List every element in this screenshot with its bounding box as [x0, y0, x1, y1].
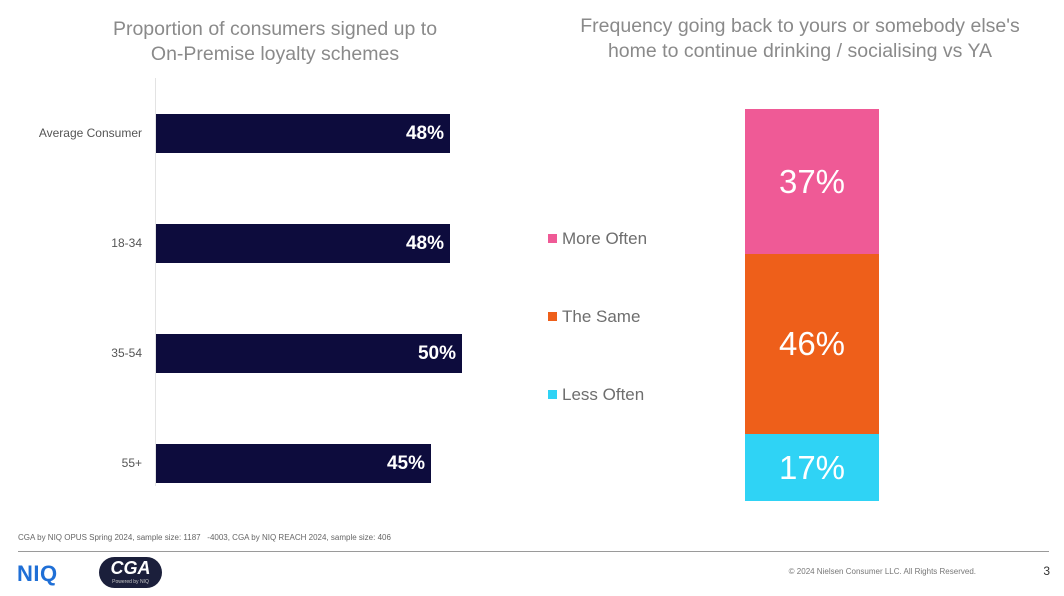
bar-category-label: 35-54	[111, 346, 142, 360]
cga-logo-tagline: Powered by NIQ	[112, 579, 149, 585]
bar-value-label: 48%	[405, 233, 444, 254]
segment-value-label: 46%	[778, 325, 846, 362]
stacked-segment: 46%	[745, 254, 879, 434]
cga-logo-text: CGA	[110, 558, 151, 578]
footer-divider	[18, 551, 1049, 552]
bar-value-label: 48%	[405, 123, 444, 144]
stacked-segment: 37%	[745, 109, 879, 254]
bar-category-label: 18-34	[111, 236, 142, 250]
bar-value-label: 50%	[417, 343, 456, 364]
copyright-notice: © 2024 Nielsen Consumer LLC. All Rights …	[788, 567, 976, 576]
legend-swatch	[548, 390, 557, 399]
niq-logo: NIQ	[17, 561, 58, 586]
legend-swatch	[548, 312, 557, 321]
legend-label: More Often	[562, 229, 648, 248]
bar: 45%	[156, 444, 431, 483]
cga-logo: CGA Powered by NIQ	[99, 557, 162, 588]
bar: 48%	[156, 224, 450, 263]
segment-value-label: 17%	[778, 448, 846, 486]
frequency-chart-title-line-2: home to continue drinking / socialising …	[607, 40, 993, 62]
source-footnote: CGA by NIQ OPUS Spring 2024, sample size…	[18, 533, 391, 542]
legend-swatch	[548, 234, 557, 243]
legend-label: Less Often	[562, 385, 645, 404]
segment-value-label: 37%	[778, 162, 846, 200]
bar-value-label: 45%	[386, 453, 425, 474]
bar-category-label: 55+	[121, 456, 142, 470]
legend-item: Less Often	[548, 385, 644, 405]
legend-item: The Same	[548, 307, 640, 327]
loyalty-chart-title: Proportion of consumers signed up to On-P…	[80, 17, 470, 67]
frequency-chart-title-line-1: Frequency going back to yours or somebod…	[580, 15, 1020, 37]
frequency-chart-title: Frequency going back to yours or somebod…	[540, 14, 1060, 64]
bar-chart-axis-line	[155, 78, 156, 486]
legend-label: The Same	[562, 307, 641, 326]
bar: 50%	[156, 334, 462, 373]
bar: 48%	[156, 114, 450, 153]
loyalty-chart-title-line-1: Proportion of consumers signed up to	[112, 18, 438, 40]
bar-category-label: Average Consumer	[38, 126, 142, 140]
stacked-segment: 17%	[745, 434, 879, 501]
legend-item: More Often	[548, 229, 647, 249]
page-number: 3	[1043, 564, 1050, 578]
loyalty-chart-title-line-2: On-Premise loyalty schemes	[150, 43, 400, 65]
